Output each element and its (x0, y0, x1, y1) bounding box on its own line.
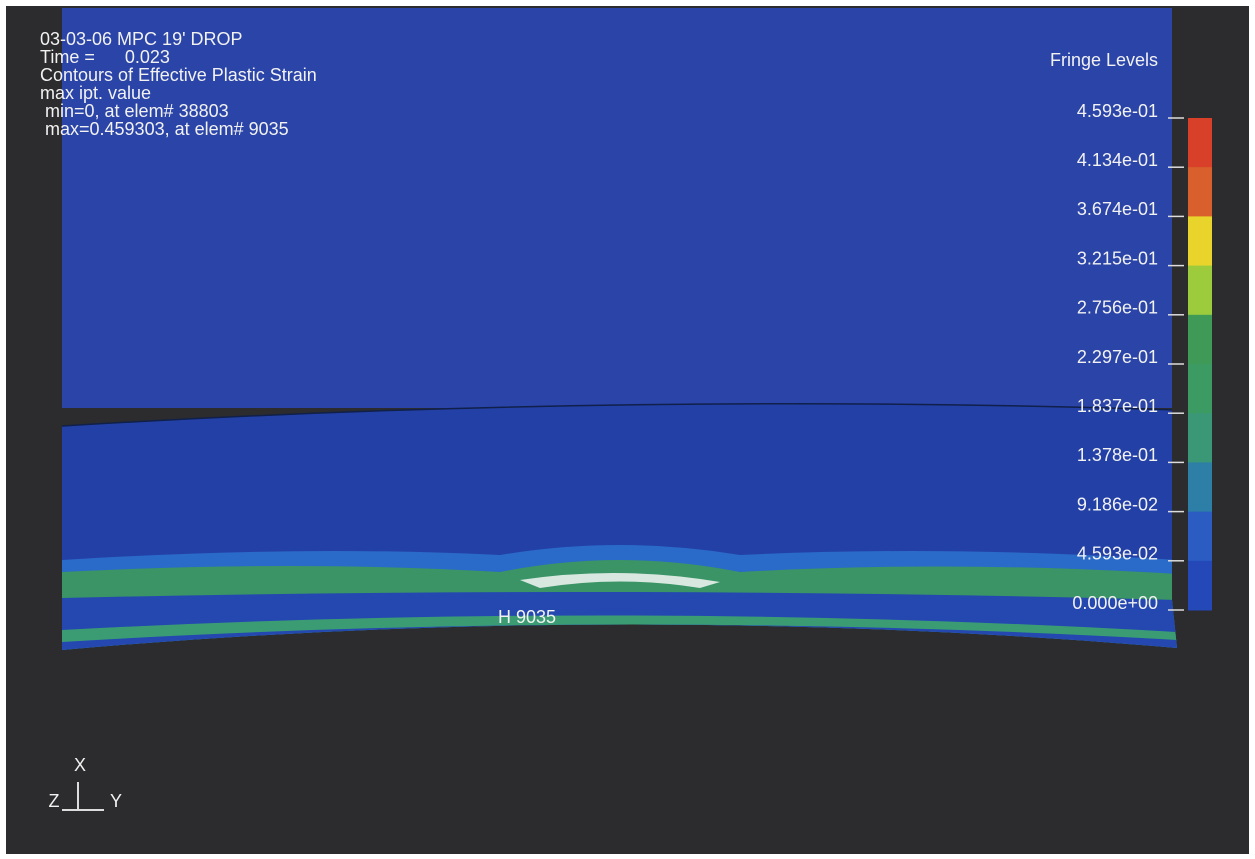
colorbar-segment (1188, 511, 1212, 562)
colorbar-segment (1188, 265, 1212, 316)
fringe-level: 4.134e-01 (1077, 150, 1158, 170)
model (62, 8, 1177, 650)
colorbar-segment (1188, 462, 1212, 513)
fringe-level: 3.674e-01 (1077, 199, 1158, 219)
colorbar-segment (1188, 216, 1212, 267)
triad: X Z Y (49, 755, 122, 811)
triad-z: Z (49, 791, 60, 811)
upper-shell (62, 8, 1172, 408)
fringe-level: 4.593e-01 (1077, 101, 1158, 121)
fringe-level: 1.837e-01 (1077, 396, 1158, 416)
band-edge (62, 615, 1177, 642)
fringe-level: 3.215e-01 (1077, 248, 1158, 268)
triad-y: Y (110, 791, 122, 811)
colorbar-segment (1188, 413, 1212, 463)
header-line: 03-03-06 MPC 19' DROP (40, 29, 243, 49)
fringe-level: 2.297e-01 (1077, 347, 1158, 367)
fringe-level: 1.378e-01 (1077, 445, 1158, 465)
fringe-level: 9.186e-02 (1077, 494, 1158, 514)
node-label: H 9035 (498, 607, 556, 627)
colorbar-segment (1188, 167, 1212, 217)
header-line: max ipt. value (40, 83, 151, 103)
fringe-level: 0.000e+00 (1072, 593, 1158, 613)
header-line: max=0.459303, at elem# 9035 (40, 119, 289, 139)
fringe-level: 4.593e-02 (1077, 544, 1158, 564)
legend-title: Fringe Levels (1050, 50, 1158, 70)
colorbar-segment (1188, 560, 1212, 611)
header-line: Time = 0.023 (40, 47, 170, 67)
header-line: min=0, at elem# 38803 (40, 101, 229, 121)
colorbar-segment (1188, 364, 1212, 414)
seam-line (62, 403, 1177, 427)
fringe-level: 2.756e-01 (1077, 298, 1158, 318)
legend: Fringe Levels 4.593e-01 4.134e-01 3.674e-0… (1050, 50, 1212, 613)
band-peak (520, 572, 720, 588)
header-line: Contours of Effective Plastic Strain (40, 65, 317, 85)
triad-x: X (74, 755, 86, 775)
colorbar-segment (1188, 118, 1212, 168)
colorbar-segment (1188, 314, 1212, 365)
